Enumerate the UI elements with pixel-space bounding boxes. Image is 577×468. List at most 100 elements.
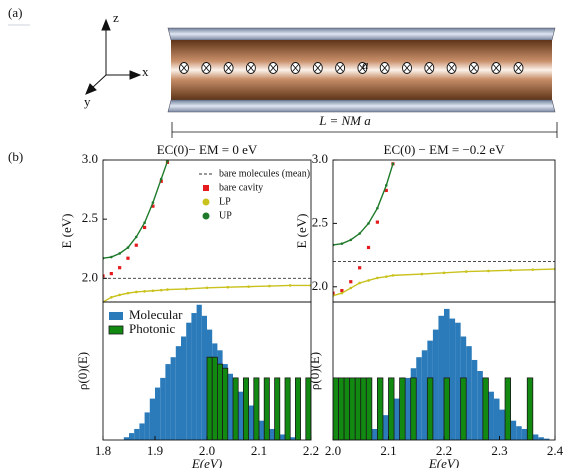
y-axis-label: ρ(0)(E)	[307, 352, 322, 390]
marker	[487, 269, 490, 273]
marker	[159, 288, 163, 292]
x-tick-label: 1.8	[95, 443, 111, 458]
bar	[269, 428, 275, 440]
chart-title: EC(0)− EM = 0 eV	[157, 142, 258, 157]
bar	[227, 373, 233, 440]
bar	[499, 409, 506, 440]
plot-frame	[102, 301, 312, 441]
bar	[279, 434, 285, 440]
bar	[191, 313, 197, 440]
bar	[274, 377, 281, 440]
bar	[186, 322, 192, 440]
legend-swatch	[202, 198, 210, 206]
bar	[432, 329, 439, 440]
x-tick-label: 2.2	[303, 443, 319, 458]
marker	[340, 242, 344, 245]
plot-frame	[102, 159, 312, 303]
bar	[365, 377, 373, 440]
molecule-cross	[247, 64, 255, 72]
bar	[263, 377, 270, 440]
length-bracket	[171, 122, 558, 138]
bar	[170, 357, 176, 440]
marker	[376, 206, 379, 210]
legend-label: bare molecules (mean)	[219, 168, 310, 179]
y-tick-label: 3.0	[312, 151, 328, 166]
marker	[110, 295, 113, 299]
bar	[488, 391, 494, 440]
bar	[129, 433, 135, 440]
chart-title: EC(0) − EM = −0.2 eV	[384, 142, 506, 157]
bar	[144, 412, 150, 440]
molecule-cross	[448, 64, 455, 72]
bar	[449, 318, 456, 440]
x-tick-label: 2.0	[325, 443, 341, 458]
marker	[143, 221, 146, 225]
marker	[118, 252, 121, 255]
marker	[151, 201, 155, 204]
marker	[103, 274, 105, 278]
length-label: L = NM a	[318, 113, 371, 128]
bar	[360, 377, 367, 440]
y-tick-label: 3.0	[82, 151, 98, 166]
marker	[268, 284, 271, 288]
marker	[143, 225, 147, 230]
y-tick-label: 2.5	[82, 210, 98, 225]
bar	[405, 377, 411, 440]
bar	[134, 428, 140, 440]
bar	[460, 377, 467, 440]
y-axis-label: E (eV)	[59, 213, 74, 248]
marker	[375, 220, 379, 224]
bar	[516, 426, 522, 440]
molecule-cross	[202, 64, 210, 72]
molecule-cross	[225, 64, 232, 72]
marker	[340, 288, 344, 293]
bar	[394, 398, 400, 440]
marker	[391, 274, 395, 277]
bar	[123, 437, 129, 440]
y-axis-label: E (eV)	[294, 213, 309, 248]
marker	[376, 276, 379, 280]
marker	[159, 177, 163, 181]
plot-area	[333, 162, 555, 297]
legend-swatch	[203, 185, 209, 191]
marker	[349, 280, 353, 284]
bar	[410, 377, 417, 440]
bar	[175, 346, 181, 440]
x-tick-label: 2.2	[436, 443, 452, 458]
marker	[205, 286, 209, 290]
molecule-cross	[470, 64, 478, 72]
bar	[388, 377, 395, 440]
bar	[477, 371, 483, 440]
series-line	[103, 284, 311, 302]
marker	[134, 290, 138, 294]
bar	[466, 346, 472, 440]
marker	[349, 286, 353, 290]
bar	[371, 428, 378, 440]
bar	[354, 377, 362, 440]
marker	[358, 281, 361, 285]
plot-area	[103, 160, 311, 302]
bar	[290, 437, 296, 440]
x-tick-label: 2.4	[547, 443, 564, 458]
bar	[196, 304, 202, 440]
series-line	[333, 163, 394, 246]
panel-label: (b)	[8, 149, 23, 164]
bar	[416, 357, 422, 440]
bar	[259, 420, 265, 440]
molecule-cross	[314, 64, 322, 72]
legend-label: bare cavity	[219, 182, 263, 193]
panel-label: (a)	[8, 5, 22, 20]
legend-swatch	[109, 312, 123, 320]
bar	[149, 398, 155, 440]
bar	[139, 423, 145, 440]
y-axis-label: ρ(0)(E)	[75, 352, 90, 390]
marker	[126, 256, 130, 260]
marker	[384, 188, 388, 193]
bar	[181, 336, 187, 440]
marker	[366, 245, 371, 250]
bar	[222, 367, 229, 440]
marker	[126, 291, 130, 295]
bar	[443, 377, 450, 440]
marker	[464, 270, 468, 273]
